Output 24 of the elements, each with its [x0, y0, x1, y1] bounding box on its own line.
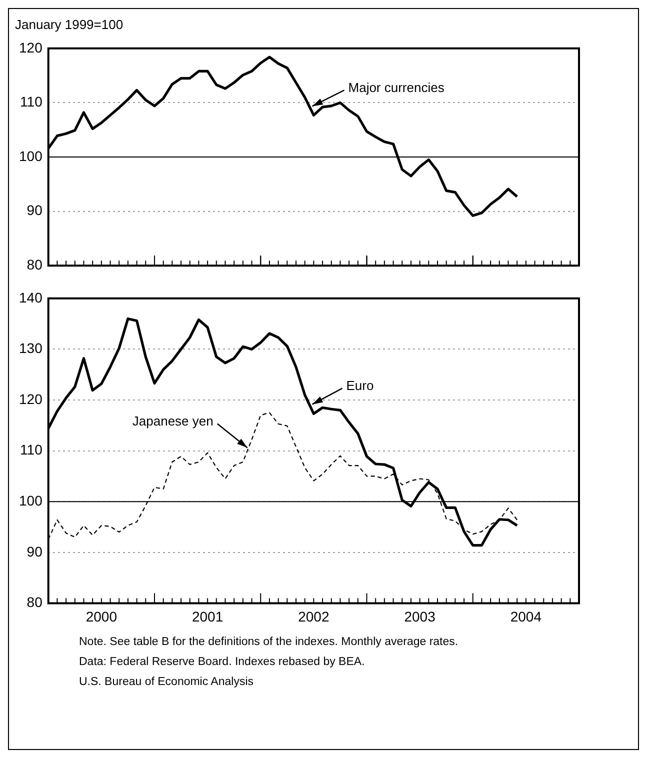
x-tick-label: 2004: [510, 608, 542, 624]
y-tick-label: 130: [19, 340, 43, 356]
series-label: Euro: [346, 378, 374, 393]
text: U.S. Bureau of Economic Analysis: [79, 676, 254, 688]
text: Note. See table B for the definitions of the indexes. Monthly average rates.: [79, 636, 460, 648]
y-tick-label: 80: [26, 594, 43, 610]
x-tick-label: 2001: [192, 608, 224, 624]
series-label: Japanese yen: [132, 413, 214, 428]
y-axis-title: January 1999=100: [15, 17, 124, 32]
y-tick-label: 110: [20, 442, 43, 458]
y-tick-label: 110: [20, 94, 43, 110]
y-tick-label: 100: [19, 148, 43, 164]
y-tick-label: 80: [26, 256, 43, 272]
y-tick-label: 120: [19, 39, 43, 56]
y-tick-label: 140: [19, 289, 43, 306]
y-tick-label: 100: [19, 492, 43, 508]
y-tick-label: 90: [26, 202, 43, 218]
x-tick-label: 2003: [404, 608, 436, 624]
x-tick-label: 2002: [298, 608, 330, 624]
series-label: Major currencies: [348, 80, 445, 95]
y-tick-label: 120: [19, 390, 43, 407]
text: Data: Federal Reserve Board. Indexes rebased by BEA.: [79, 656, 366, 668]
x-tick-label: 2000: [86, 608, 118, 624]
y-tick-label: 90: [26, 543, 43, 560]
